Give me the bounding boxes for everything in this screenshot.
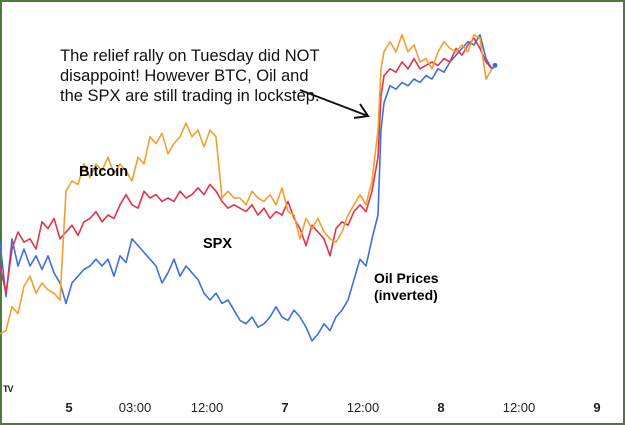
annotation-arrow <box>299 89 370 119</box>
series-label-spx: SPX <box>203 236 233 252</box>
series-line-spx <box>0 37 493 294</box>
x-tick-label: 12:00 <box>502 400 536 415</box>
series-label-oil-line2: (inverted) <box>374 287 438 303</box>
x-tick-label: 12:00 <box>190 400 224 415</box>
x-tick-label: 7 <box>281 400 289 415</box>
x-tick-label: 8 <box>437 400 445 415</box>
series-line-oil-prices-inverted <box>0 34 496 342</box>
x-tick-label: 12:00 <box>346 400 380 415</box>
x-tick-label: 9 <box>593 400 601 415</box>
chart-annotation: The relief rally on Tuesday did NOT disa… <box>60 47 320 105</box>
series-label-oil: Oil Prices (inverted) <box>374 270 454 304</box>
x-tick-label: 5 <box>65 400 73 415</box>
series-label-bitcoin: Bitcoin <box>79 164 129 180</box>
tradingview-logo: TV <box>3 384 13 394</box>
x-tick-label: 03:00 <box>118 400 152 415</box>
series-label-oil-line1: Oil Prices <box>374 270 439 286</box>
series-layer <box>0 34 498 342</box>
series-line-bitcoin <box>0 34 493 335</box>
series-end-marker <box>492 62 498 68</box>
